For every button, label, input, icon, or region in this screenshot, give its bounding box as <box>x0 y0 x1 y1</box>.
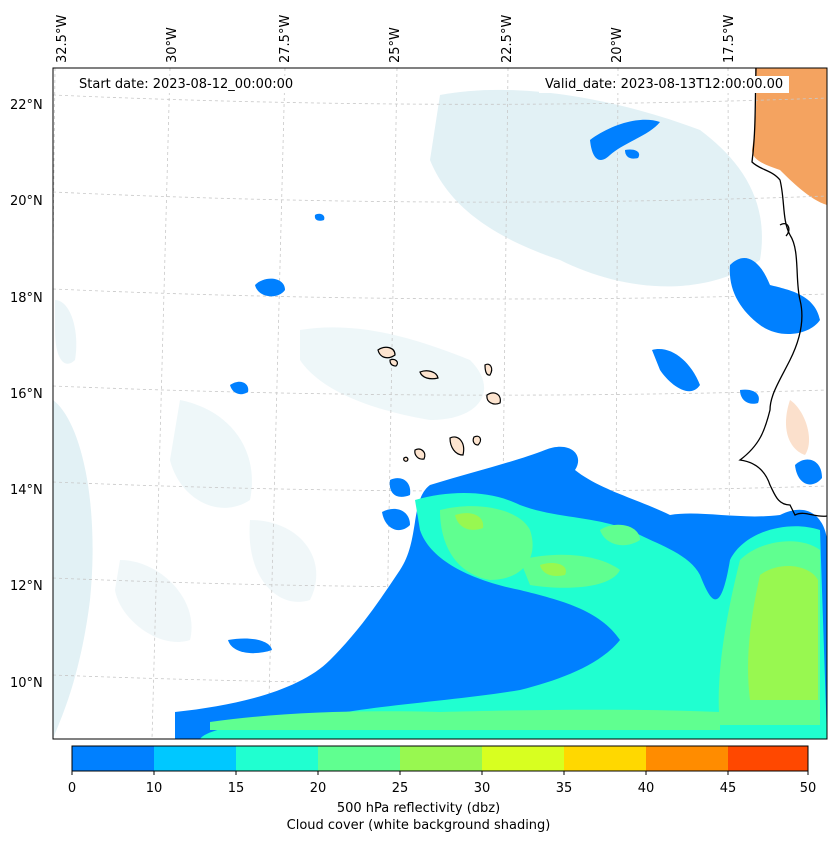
start-date-label: Start date: 2023-08-12_00:00:00 <box>73 76 300 93</box>
lon-label-30w: 30°W <box>165 27 180 63</box>
lon-label-27-5w: 27.5°W <box>278 14 293 63</box>
lat-label-18n: 18°N <box>10 291 43 306</box>
lat-label-20n: 20°N <box>10 194 43 209</box>
colorbar-segment-1 <box>154 746 236 771</box>
lon-label-32-5w: 32.5°W <box>55 14 70 63</box>
colorbar-segment-0 <box>72 746 154 771</box>
colorbar-tick-label: 35 <box>555 781 573 796</box>
colorbar-tick-label: 0 <box>67 781 77 796</box>
cloud-cover-shading <box>53 89 762 739</box>
colorbar-segment-7 <box>646 746 728 771</box>
colorbar-sublabel: Cloud cover (white background shading) <box>286 818 551 833</box>
map-frame <box>52 67 828 740</box>
land-temperature-shading <box>752 68 827 455</box>
colorbar-tick-label: 25 <box>391 781 409 796</box>
colorbar-segment-6 <box>564 746 646 771</box>
colorbar-segment-2 <box>236 746 318 771</box>
lat-label-10n: 10°N <box>10 676 43 691</box>
colorbar-segment-8 <box>728 746 808 771</box>
coastline <box>738 68 827 517</box>
colorbar-tick-label: 40 <box>637 781 655 796</box>
colorbar-frame <box>71 745 809 772</box>
colorbar-tick-label: 45 <box>719 781 737 796</box>
lon-label-17-5w: 17.5°W <box>722 14 737 63</box>
colorbar-tick-label: 50 <box>799 781 817 796</box>
lat-label-22n: 22°N <box>10 98 43 113</box>
colorbar-segment-5 <box>482 746 564 771</box>
colorbar-tick-label: 15 <box>227 781 245 796</box>
lat-label-12n: 12°N <box>10 579 43 594</box>
lat-label-14n: 14°N <box>10 483 43 498</box>
islands <box>377 346 501 462</box>
lon-label-22-5w: 22.5°W <box>500 14 515 63</box>
colorbar-label: 500 hPa reflectivity (dbz) <box>336 801 501 816</box>
valid-date-label: Valid_date: 2023-08-13T12:00:00.00 <box>539 76 790 93</box>
colorbar-segment-4 <box>400 746 482 771</box>
colorbar <box>71 745 809 775</box>
colorbar-tick-label: 20 <box>309 781 327 796</box>
colorbar-segment-3 <box>318 746 400 771</box>
lat-label-16n: 16°N <box>10 387 43 402</box>
colorbar-tick-label: 30 <box>473 781 491 796</box>
reflectivity-contours <box>175 119 827 739</box>
lon-label-25w: 25°W <box>388 27 403 63</box>
lon-label-20w: 20°W <box>610 27 625 63</box>
colorbar-tick-label: 10 <box>145 781 163 796</box>
colorbar-tick-marks <box>71 771 809 775</box>
